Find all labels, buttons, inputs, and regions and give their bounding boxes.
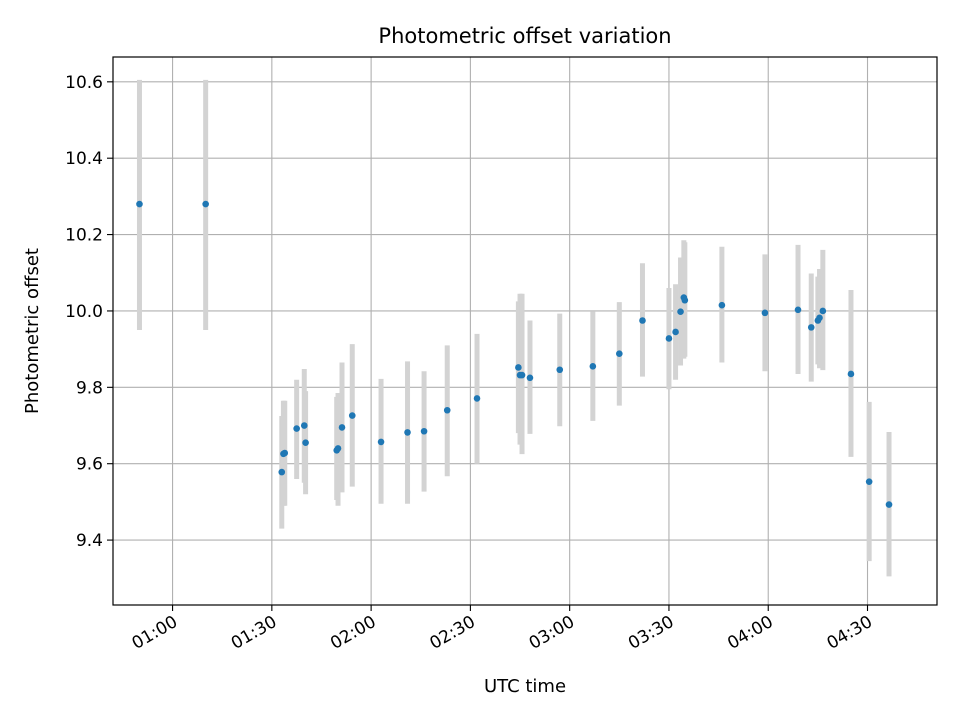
data-point: [278, 468, 286, 476]
data-point: [816, 314, 823, 322]
y-tick-label: 10.4: [65, 149, 103, 169]
data-point: [639, 317, 646, 324]
data-point: [761, 309, 769, 317]
data-point: [718, 301, 726, 309]
data-point: [293, 425, 300, 432]
data-point: [420, 427, 428, 435]
chart-title: Photometric offset variation: [378, 24, 671, 48]
data-point: [334, 445, 342, 452]
data-point: [404, 429, 411, 436]
grid-layer: [113, 57, 937, 605]
y-tick-label: 9.4: [76, 531, 103, 551]
data-point: [348, 412, 356, 419]
y-tick-label: 9.8: [76, 378, 103, 398]
data-point: [202, 200, 209, 208]
data-point: [338, 424, 346, 431]
y-tick-label: 10.6: [65, 73, 103, 93]
x-axis-title: UTC time: [484, 676, 566, 697]
y-tick-label: 9.6: [76, 455, 103, 475]
data-point: [302, 439, 309, 447]
data-point: [672, 328, 679, 336]
data-point: [677, 308, 684, 316]
data-point: [518, 371, 526, 379]
data-point: [136, 200, 143, 208]
data-point: [377, 438, 385, 446]
y-tick-label: 10.2: [65, 226, 103, 246]
y-axis-title: Photometric offset: [22, 248, 43, 414]
data-point: [616, 350, 623, 358]
y-tick-label: 10.0: [65, 302, 103, 322]
data-point: [515, 364, 522, 371]
data-point: [665, 335, 673, 342]
data-point: [681, 296, 689, 304]
data-point: [794, 306, 802, 314]
data-point: [865, 478, 873, 485]
data-point: [300, 422, 308, 429]
data-point: [847, 370, 855, 378]
data-point: [819, 307, 827, 315]
data-point: [807, 324, 815, 331]
data-point: [885, 501, 893, 508]
data-point: [589, 363, 597, 370]
point-layer: [136, 200, 893, 508]
data-point: [473, 395, 481, 402]
data-point: [281, 449, 289, 457]
plot-frame: [112, 56, 938, 606]
data-point: [526, 374, 534, 382]
y-axis: 9.4 9.6 9.8 10.0 10.2 10.4 10.6: [65, 73, 113, 551]
data-point: [443, 406, 451, 414]
data-point: [556, 366, 564, 374]
